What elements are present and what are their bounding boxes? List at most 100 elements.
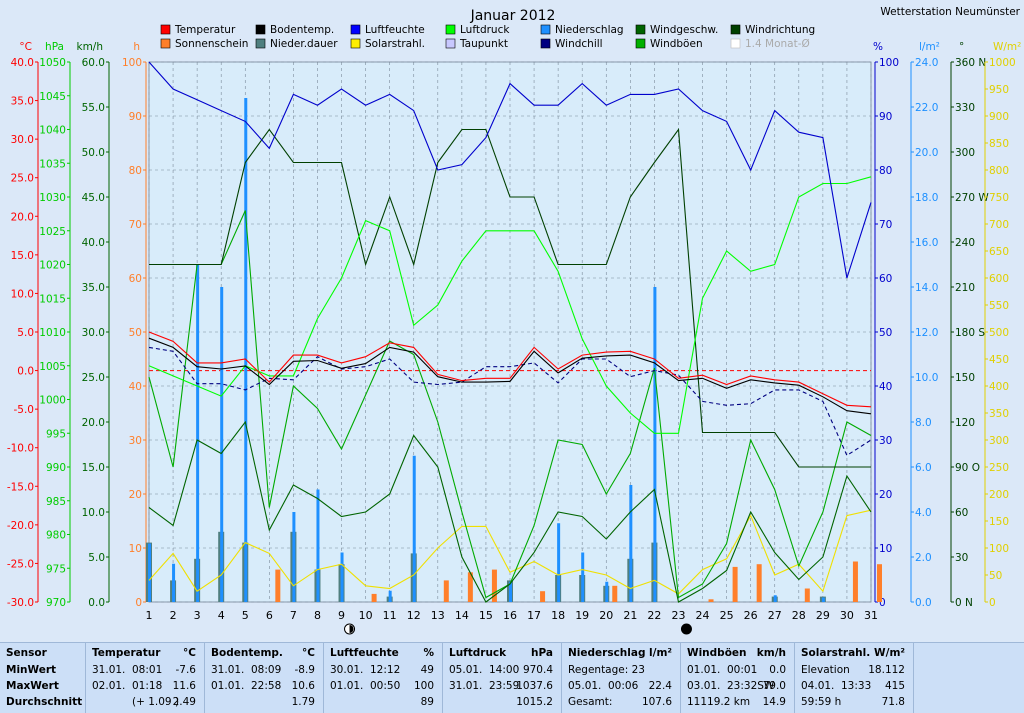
stats-cell: -7.6	[175, 664, 197, 676]
legend-swatch	[445, 24, 456, 35]
legend-label: Taupunkt	[459, 38, 508, 50]
sunshine-bar	[467, 572, 473, 602]
stats-cell: 08:01	[132, 664, 163, 676]
precipitation-bar	[557, 523, 561, 602]
station-name: Wetterstation Neumünster	[880, 6, 1020, 18]
left-axis-tick-label: 995	[46, 428, 66, 440]
right-axis-tick-label: 60	[955, 507, 968, 519]
right-axis-tick-label: 150	[955, 372, 975, 384]
left-axis-tick-label: 1040	[39, 125, 66, 137]
stats-row: 31.01. 08:01 -7.6	[86, 664, 204, 680]
stats-cell: 0.0	[769, 664, 786, 676]
stats-row: 59:59 h 71.8	[795, 696, 913, 712]
windgeschw-line	[148, 420, 872, 603]
stats-unit: °C	[302, 647, 315, 659]
left-axis-unit: hPa	[45, 41, 64, 53]
stats-cell: 30.01.	[330, 664, 364, 676]
precipitation-bar	[244, 98, 248, 602]
left-axis-tick-label: 30	[129, 435, 142, 447]
right-axis-tick-label: 24.0	[915, 57, 938, 69]
stats-row: 03.01. 23:32SW 79.0	[681, 680, 794, 696]
stats-row: 30.01. 12:12 49	[324, 664, 442, 680]
left-axis-tick-label: 5.0	[88, 552, 105, 564]
right-axis-tick-label: 16.0	[915, 237, 938, 249]
x-axis: 1 2 3 4 5 6 7 8 9 10 11 12 13 14 15 16 17 18 19 20 21 22 23 24 2…	[146, 609, 878, 635]
stats-cell: 00:50	[370, 680, 401, 692]
right-axis-tick-label: 18.0	[915, 192, 938, 204]
stats-row: 02.01. 01:18 11.6	[86, 680, 204, 696]
stats-column: Luftfeuchte% 30.01. 12:12 49 01.01. 00:50 100 8…	[324, 643, 443, 713]
stats-cell: 03.01.	[687, 680, 721, 692]
stats-cell: 08:09	[251, 664, 282, 676]
precipitation-bar	[509, 581, 512, 602]
right-axis-tick-label: 100	[879, 57, 899, 69]
legend-label: Nieder.dauer	[270, 38, 338, 50]
left-axis-tick-label: 0.0	[88, 597, 105, 609]
x-tick-label: 17	[527, 609, 541, 622]
right-axis-tick-label: 6.0	[915, 462, 932, 474]
stats-cell: 22:58	[251, 680, 282, 692]
left-axis-tick-label: 100	[122, 57, 142, 69]
x-tick-label: 26	[744, 609, 758, 622]
chart-legend: Temperatur Sonnenschein Bodentemp. Nieder.d…	[160, 24, 815, 50]
temperatur-line	[148, 331, 872, 408]
left-axis-tick-label: 55.0	[82, 102, 105, 114]
legend-swatch	[540, 38, 551, 49]
left-axis-tick-label: -5.0	[14, 404, 35, 416]
stats-header-row: Luftdruck hPa	[443, 647, 561, 663]
precipitation-bar	[292, 512, 296, 602]
right-axis-tick-label: 50	[879, 327, 892, 339]
stats-row: Regentage: 23	[562, 664, 680, 680]
x-tick-label: 14	[455, 609, 469, 622]
stats-cell: 970.4	[522, 664, 553, 676]
sunshine-bar	[540, 591, 546, 602]
right-axis-unit: °	[959, 41, 964, 53]
x-tick-label: 20	[599, 609, 613, 622]
stats-row: Gesamt: 107.6	[562, 696, 680, 712]
right-axis-tick-label: 800	[989, 165, 1009, 177]
stats-header-row: Bodentemp. °C	[205, 647, 323, 663]
sunshine-bar	[371, 593, 377, 602]
left-axis-tick-label: 10.0	[11, 288, 34, 300]
moon-phase-half	[349, 625, 354, 633]
stats-column: Bodentemp. °C 31.01. 08:09 -8.9 01.01. 22:58 10…	[205, 643, 324, 713]
right-axis-tick-label: 200	[989, 489, 1009, 501]
stats-column: Windböen km/h 01.01. 00:01 0.0 03.01. 23:32SW 7…	[681, 643, 795, 713]
sunshine-bar	[491, 569, 497, 602]
left-axis-tick-label: 30.0	[82, 327, 105, 339]
stats-unit: W/m²	[874, 647, 905, 659]
right-axis-tick-label: 70	[879, 219, 892, 231]
precipitation-bar	[821, 597, 825, 602]
left-axis-unit: km/h	[76, 41, 103, 53]
sunshine-bar	[804, 588, 810, 602]
x-tick-label: 23	[671, 609, 685, 622]
left-axis-tick-label: 1010	[39, 327, 66, 339]
legend-swatch	[350, 24, 361, 35]
stats-cell: 04.01.	[801, 680, 835, 692]
stats-cell: 00:06	[608, 680, 639, 692]
precipitation-bar	[148, 543, 151, 602]
stats-row: 01.01. 22:58 10.6	[205, 680, 323, 696]
left-axis-tick-label: 0.0	[17, 366, 34, 378]
legend-label: Sonnenschein	[175, 38, 248, 50]
right-axis-tick-label: 0	[989, 597, 996, 609]
x-tick-label: 5	[242, 609, 249, 622]
left-axis-tick-label: 1015	[39, 293, 66, 305]
left-axis-tick-label: -10.0	[7, 443, 34, 455]
legend-swatch	[160, 38, 171, 49]
right-axis-tick-label: 0	[879, 597, 886, 609]
stats-column: Solarstrahl. W/m² Elevation 18.112 04.01. 13:…	[795, 643, 914, 713]
right-axis-tick-label: 10.0	[915, 372, 938, 384]
right-axis-tick-label: 12.0	[915, 327, 938, 339]
left-axis-tick-label: -15.0	[7, 481, 34, 493]
line-series	[148, 61, 872, 603]
bar-series	[146, 98, 882, 602]
stats-header-row: Niederschlag l/m²	[562, 647, 680, 663]
right-axis-tick-label: 22.0	[915, 102, 938, 114]
stats-unit: %	[423, 647, 434, 659]
right-axis-tick-label: 90	[879, 111, 892, 123]
x-tick-label: 18	[551, 609, 565, 622]
left-axis-tick-label: 970	[46, 597, 66, 609]
stats-unit: l/m²	[649, 647, 672, 659]
stats-column: Temperatur °C 31.01. 08:01 -7.6 02.01. 01:18 11…	[86, 643, 205, 713]
